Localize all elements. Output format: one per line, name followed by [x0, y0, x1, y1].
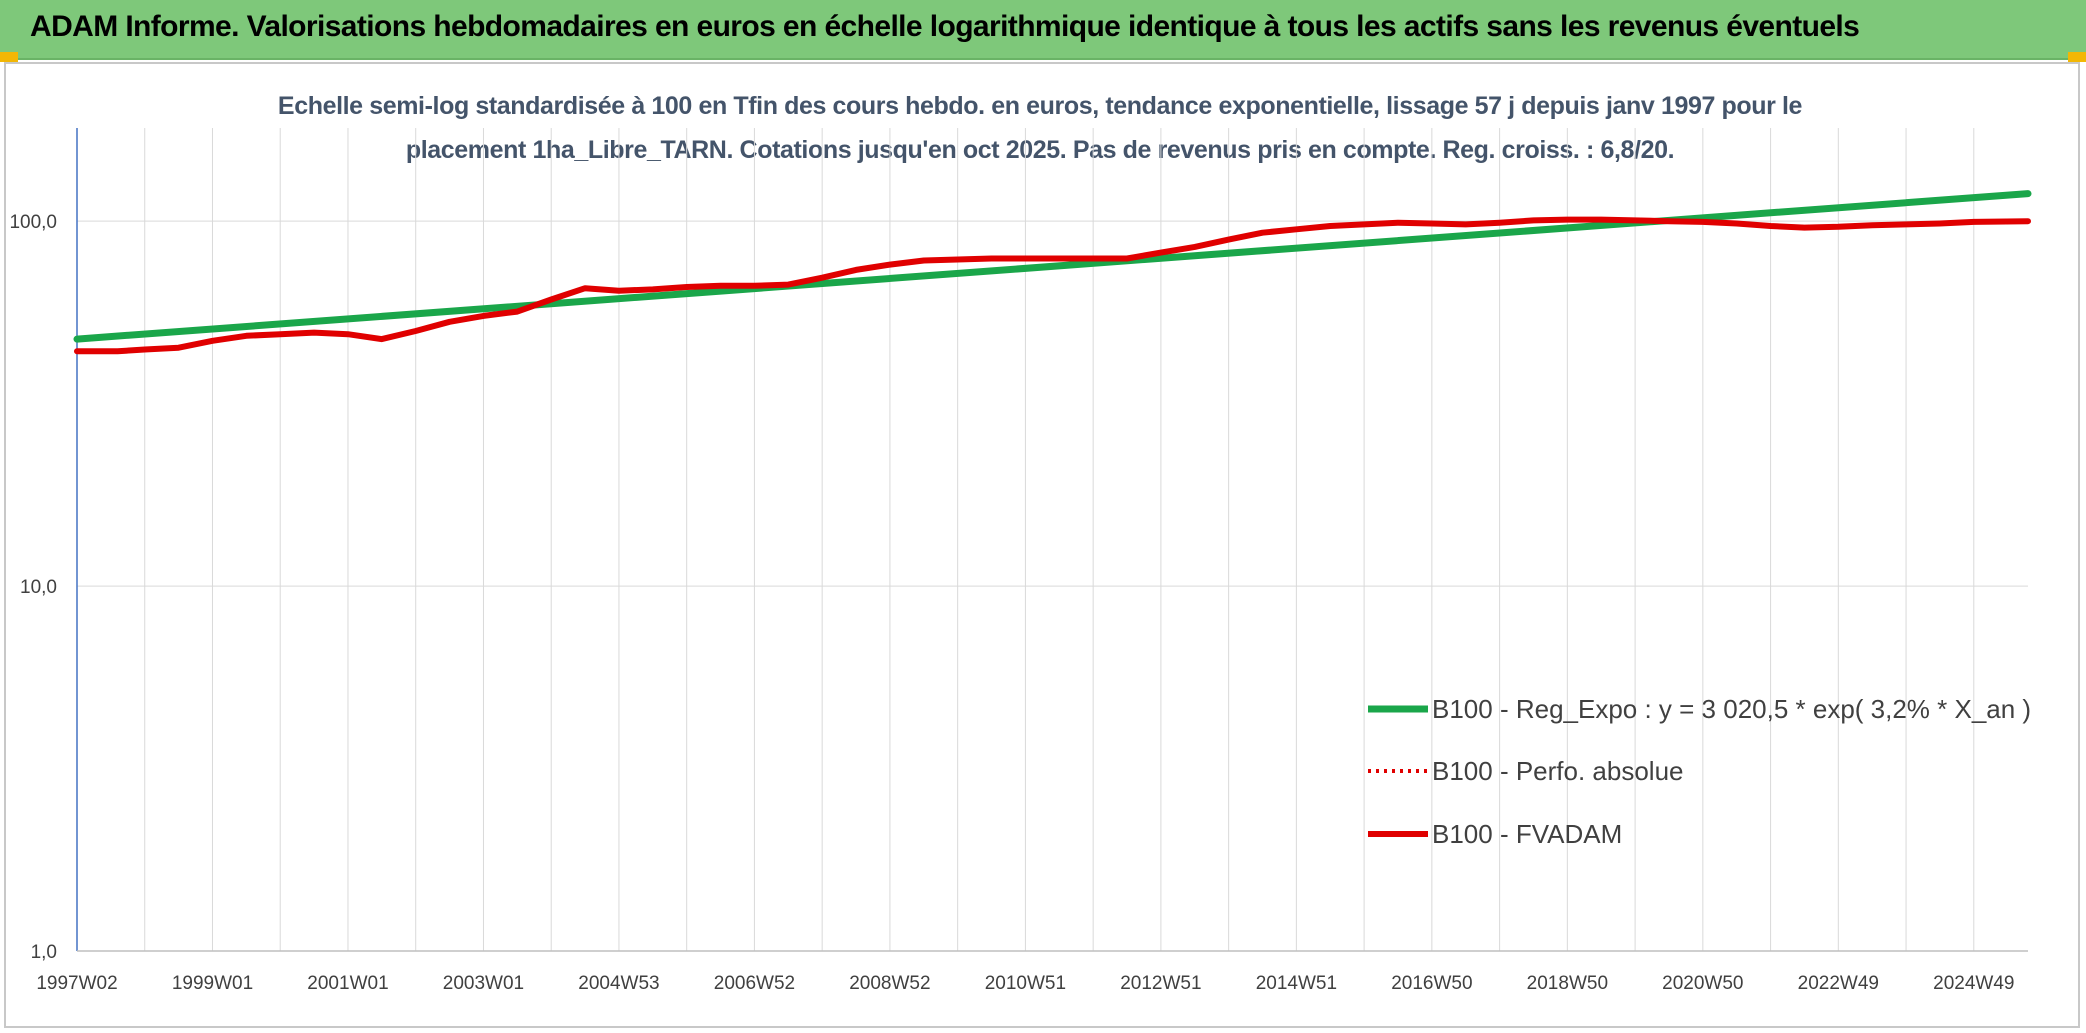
series-line-fvadam — [74, 216, 2031, 355]
x-tick-label: 2010W51 — [985, 973, 1066, 994]
x-tick-label: 2020W50 — [1662, 973, 1743, 994]
legend-item-perfo-absolue-label: B100 - Perfo. absolue — [1432, 756, 1684, 786]
y-tick-label: 1,0 — [31, 942, 57, 963]
x-tick-label: 2018W50 — [1527, 973, 1608, 994]
corner-marker-left — [0, 52, 18, 62]
legend-item-fvadam-label: B100 - FVADAM — [1432, 819, 1622, 849]
x-tick-label: 2001W01 — [307, 973, 388, 994]
legend-item-reg-expo-label: B100 - Reg_Expo : y = 3 020,5 * exp( 3,2… — [1432, 694, 2031, 724]
y-tick-label: 100,0 — [9, 212, 57, 233]
y-tick-label: 10,0 — [20, 577, 57, 598]
x-tick-label: 2024W49 — [1933, 973, 2014, 994]
x-tick-label: 2004W53 — [578, 973, 659, 994]
chart-title-line1: Echelle semi-log standardisée à 100 en T… — [277, 92, 1803, 120]
x-tick-label: 2022W49 — [1798, 973, 1879, 994]
x-tick-label: 2012W51 — [1120, 973, 1201, 994]
series-line-reg-expo — [73, 190, 2032, 343]
x-tick-label: 2008W52 — [849, 973, 930, 994]
corner-marker-right — [2068, 52, 2086, 62]
x-tick-label: 1999W01 — [172, 973, 253, 994]
chart-title-line2: placement 1ha_Libre_TARN. Cotations jusq… — [405, 136, 1675, 164]
series-line-perfo-absolue — [75, 217, 2030, 354]
x-tick-label: 2003W01 — [443, 973, 524, 994]
x-tick-label: 2014W51 — [1256, 973, 1337, 994]
x-tick-label: 1997W02 — [36, 973, 117, 994]
header-bar: ADAM Informe. Valorisations hebdomadaire… — [0, 0, 2086, 60]
x-tick-label: 2016W50 — [1391, 973, 1472, 994]
x-tick-label: 2006W52 — [714, 973, 795, 994]
page-title: ADAM Informe. Valorisations hebdomadaire… — [30, 10, 1860, 43]
